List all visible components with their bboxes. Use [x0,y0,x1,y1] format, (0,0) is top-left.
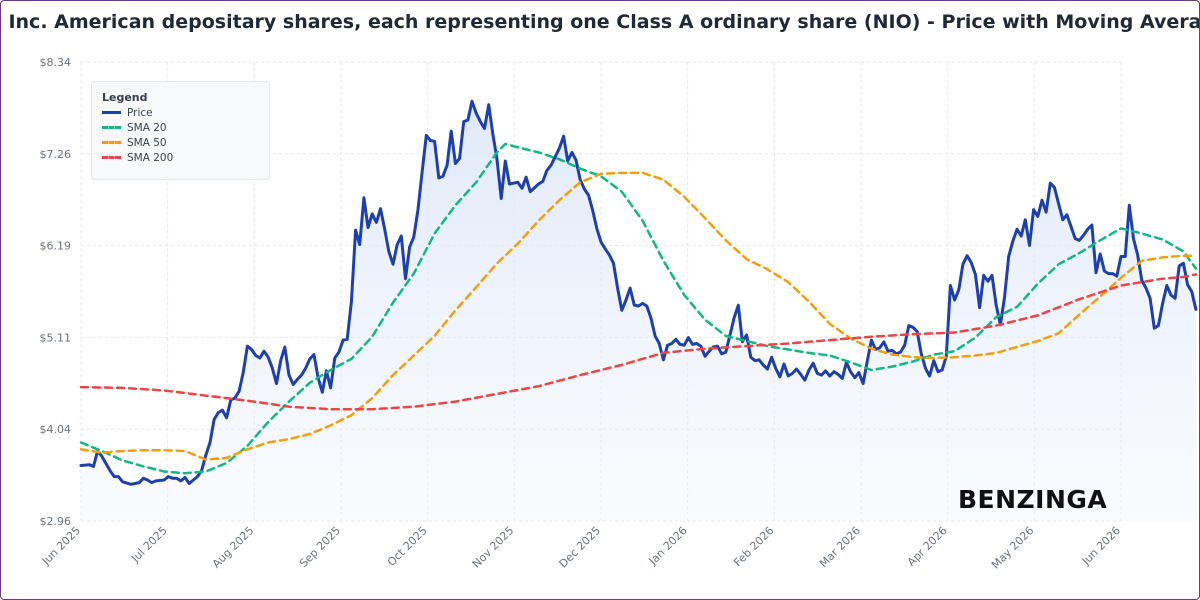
series-line-sma50 [79,171,1198,461]
x-tick-label: Feb 2026 [731,524,776,569]
legend-label-price: Price [127,106,153,119]
x-tick-label: Aug 2025 [210,524,257,571]
legend-label-sma200: SMA 200 [127,151,174,164]
legend-item-price: Price [102,105,269,120]
y-tick-label: $4.04 [40,423,72,436]
legend-item-sma20: SMA 20 [102,120,269,135]
legend-swatch-sma200 [102,156,121,159]
legend-swatch-sma20 [102,126,121,129]
y-tick-label: $2.96 [40,515,72,528]
x-tick-label: Jun 2025 [39,524,83,568]
x-tick-label: May 2026 [989,524,1037,572]
chart-title: NIO Inc. American depositary shares, eac… [0,11,1200,33]
x-tick-label: Apr 2026 [905,524,950,569]
y-tick-label: $5.11 [40,331,72,344]
series-line-sma20 [79,142,1198,475]
y-tick-label: $8.34 [40,56,72,69]
series-line-sma200 [79,273,1198,411]
x-tick-label: Jun 2026 [1079,524,1123,568]
x-tick-label: Mar 2026 [817,524,863,570]
legend: Legend Price SMA 20 SMA 50 SMA 200 [91,81,270,180]
legend-title: Legend [102,91,148,104]
x-tick-label: Jan 2026 [646,524,690,568]
series-line-price [79,99,1198,486]
y-tick-label: $7.26 [40,148,72,161]
x-tick-label: Sep 2025 [297,524,343,570]
legend-label-sma20: SMA 20 [127,121,167,134]
legend-label-sma50: SMA 50 [127,136,167,149]
x-tick-label: Oct 2025 [385,524,430,569]
legend-swatch-sma50 [102,141,121,144]
legend-item-sma200: SMA 200 [102,150,269,165]
x-tick-label: Dec 2025 [557,524,604,571]
benzinga-logo: BENZINGA [958,485,1108,514]
legend-swatch-price [102,111,121,114]
y-tick-label: $6.19 [40,240,72,253]
x-tick-label: Jul 2025 [128,524,170,566]
price-area-fill [81,101,1196,521]
legend-item-sma50: SMA 50 [102,135,269,150]
x-tick-label: Nov 2025 [470,524,517,571]
